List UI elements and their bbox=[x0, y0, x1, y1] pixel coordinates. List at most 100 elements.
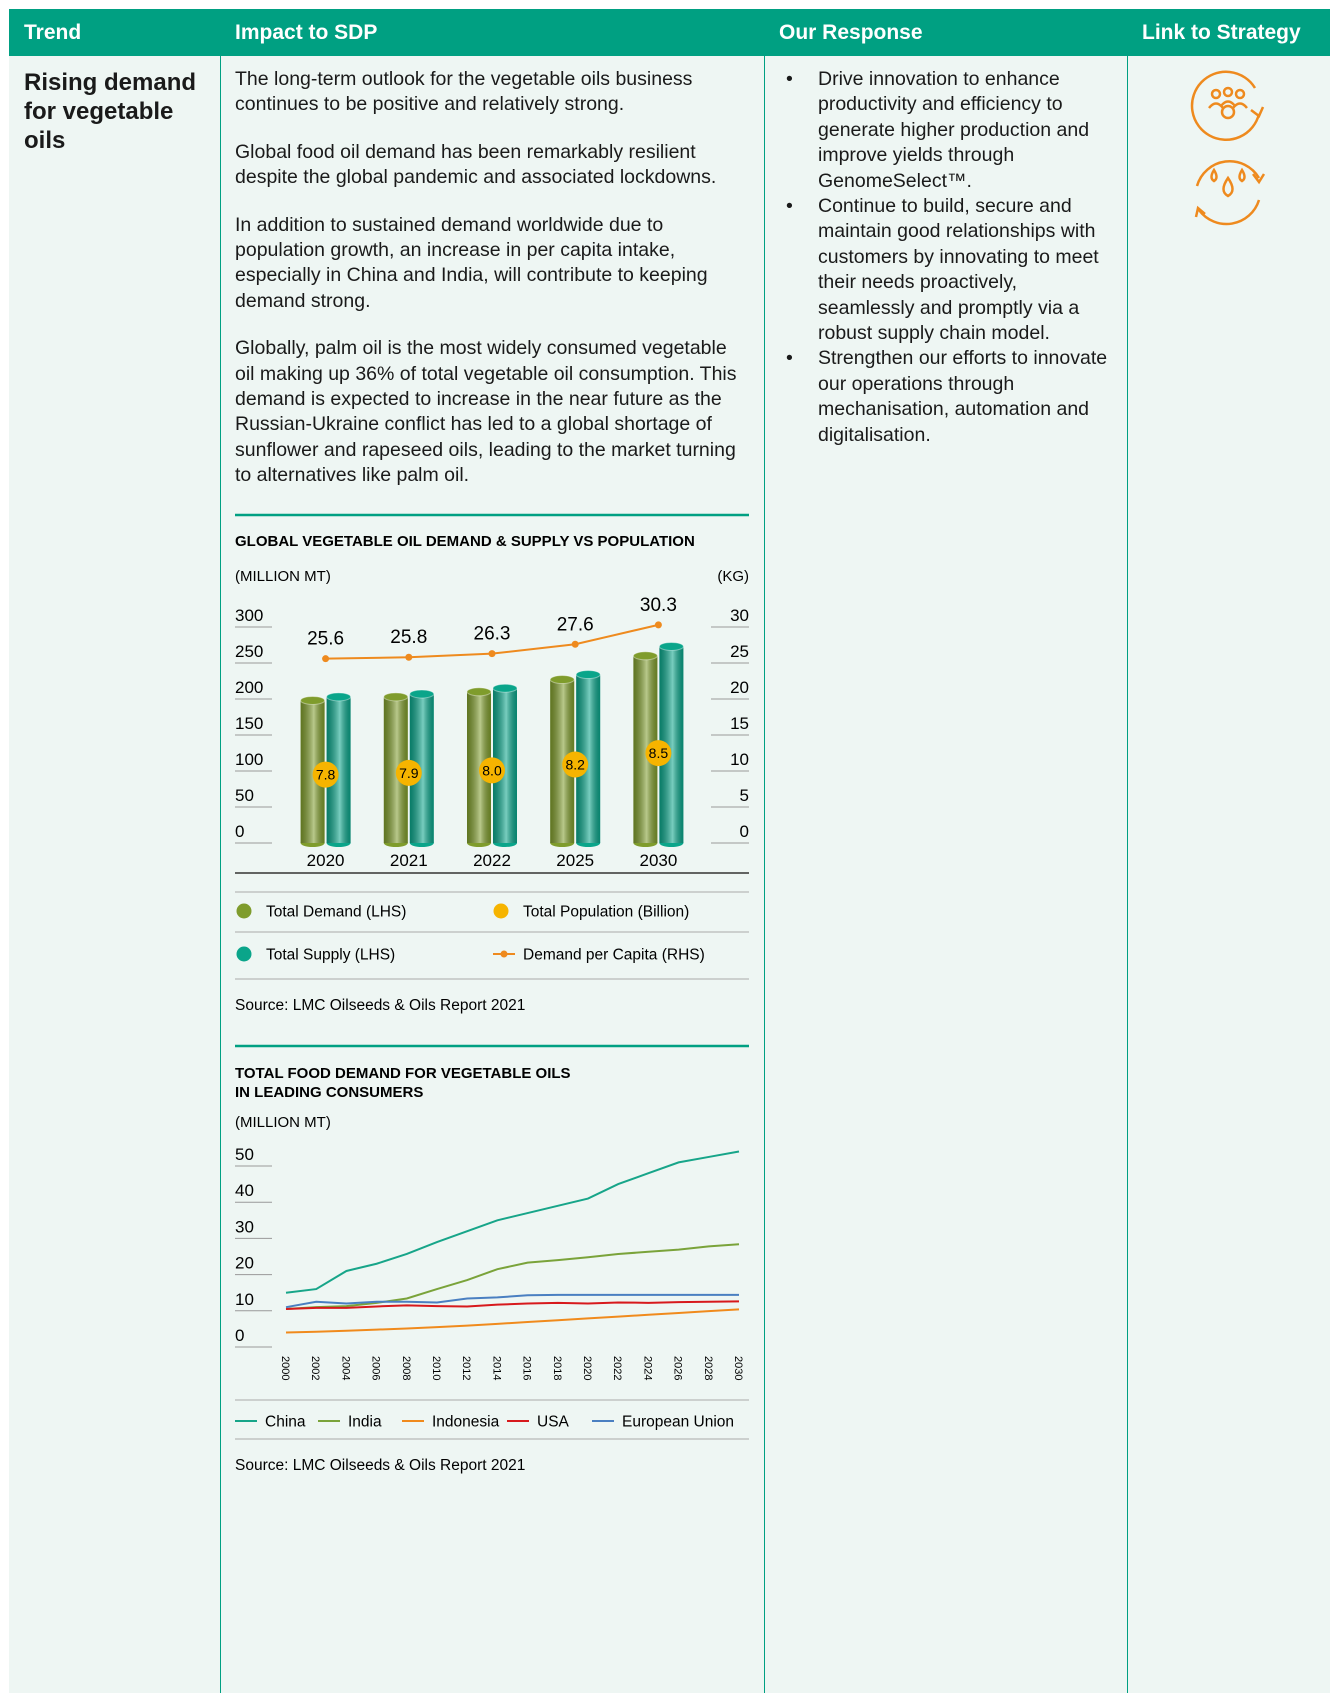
chart-title: TOTAL FOOD DEMAND FOR VEGETABLE OILS bbox=[235, 1065, 571, 1082]
bar-cap bbox=[632, 651, 658, 661]
bar-cap bbox=[492, 683, 518, 693]
x-tick-label: 2002 bbox=[309, 1356, 321, 1380]
line-point bbox=[571, 640, 579, 648]
bar-cap bbox=[466, 687, 492, 697]
legend-marker bbox=[236, 946, 252, 962]
paragraph: Globally, palm oil is the most widely co… bbox=[235, 337, 737, 487]
y-tick-label: 300 bbox=[235, 606, 263, 625]
x-tick-label: 2022 bbox=[611, 1356, 623, 1380]
x-tick-label: 2020 bbox=[581, 1356, 593, 1380]
bullet: Drive innovation to enhance productivity… bbox=[786, 67, 1118, 194]
data-label: 25.6 bbox=[307, 629, 344, 650]
icon-people bbox=[1190, 70, 1265, 141]
legend-marker bbox=[500, 950, 508, 958]
paragraph: In addition to sustained demand worldwid… bbox=[235, 213, 708, 312]
header-cell: Our Response bbox=[779, 21, 923, 44]
bubble-label: 8.0 bbox=[482, 762, 502, 778]
x-tick-label: 2006 bbox=[370, 1356, 382, 1380]
line bbox=[285, 1308, 740, 1334]
y2-tick-label: 10 bbox=[730, 750, 749, 769]
bullet: Strengthen our efforts to innovate our o… bbox=[786, 346, 1118, 448]
y-tick-label: 0 bbox=[235, 1326, 244, 1345]
header-cell: Link to Strategy bbox=[1142, 21, 1301, 44]
bubble-label: 8.5 bbox=[649, 745, 669, 761]
legend-label: Total Supply (LHS) bbox=[266, 947, 395, 964]
y-tick-label: 40 bbox=[235, 1181, 254, 1200]
line bbox=[285, 1293, 739, 1309]
header-cell: Impact to SDP bbox=[235, 21, 378, 44]
x-tick-label: 2028 bbox=[702, 1356, 714, 1380]
bar-cap bbox=[575, 670, 601, 680]
legend-label: Total Demand (LHS) bbox=[266, 904, 406, 921]
y-tick-label: 200 bbox=[235, 678, 263, 697]
x-tick-label: 2014 bbox=[490, 1356, 502, 1380]
strategy-icons bbox=[1190, 70, 1266, 226]
line-point bbox=[322, 655, 330, 663]
bar-cap bbox=[326, 692, 352, 702]
bubble bbox=[562, 751, 589, 778]
x-tick-label: 2030 bbox=[732, 1356, 744, 1380]
axis-label: (KG) bbox=[717, 568, 749, 585]
y2-tick-label: 5 bbox=[740, 786, 749, 805]
x-tick-label: 2008 bbox=[400, 1356, 412, 1380]
legend-marker bbox=[236, 903, 252, 919]
bubble-label: 8.2 bbox=[565, 757, 585, 773]
x-tick-label: 2016 bbox=[521, 1356, 533, 1380]
table-header bbox=[9, 9, 1330, 56]
legend-label: Indonesia bbox=[432, 1414, 500, 1431]
response-list: Drive innovation to enhance productivity… bbox=[786, 67, 1118, 448]
data-label: 25.8 bbox=[390, 627, 427, 648]
x-tick-label: 2000 bbox=[279, 1356, 291, 1380]
icon-drops bbox=[1194, 160, 1266, 226]
paragraph: Global food oil demand has been remarkab… bbox=[235, 140, 717, 189]
line-point bbox=[488, 650, 496, 658]
line bbox=[285, 1300, 740, 1310]
paragraph: The long-term outlook for the vegetable … bbox=[235, 68, 693, 116]
y-tick-label: 0 bbox=[235, 822, 244, 841]
data-label: 30.3 bbox=[640, 595, 677, 616]
y-tick-label: 100 bbox=[235, 750, 263, 769]
bar-cap bbox=[549, 675, 575, 685]
line-point bbox=[405, 653, 413, 661]
trend-title: Rising demand for vegetable oils bbox=[24, 69, 197, 154]
legend-label: European Union bbox=[622, 1414, 734, 1431]
legend-label: Demand per Capita (RHS) bbox=[523, 947, 705, 964]
y2-tick-label: 20 bbox=[730, 678, 749, 697]
chart-title: IN LEADING CONSUMERS bbox=[235, 1084, 423, 1101]
legend-label: China bbox=[265, 1414, 306, 1431]
y-tick-label: 30 bbox=[235, 1217, 254, 1236]
line bbox=[285, 1150, 740, 1294]
legend-label: India bbox=[348, 1414, 382, 1431]
chart-title: GLOBAL VEGETABLE OIL DEMAND & SUPPLY VS … bbox=[235, 533, 695, 550]
bar-cap bbox=[300, 695, 326, 705]
x-tick-label: 2010 bbox=[430, 1356, 442, 1380]
x-tick-label: 2026 bbox=[672, 1356, 684, 1380]
y-tick-label: 50 bbox=[235, 1145, 254, 1164]
legend-label: Total Population (Billion) bbox=[523, 904, 689, 921]
source: Source: LMC Oilseeds & Oils Report 2021 bbox=[235, 1457, 525, 1474]
source: Source: LMC Oilseeds & Oils Report 2021 bbox=[235, 997, 525, 1014]
x-tick-label: 2012 bbox=[460, 1356, 472, 1380]
x-tick-label: 2022 bbox=[473, 851, 511, 870]
bar-cap bbox=[409, 689, 435, 699]
axis-label: (MILLION MT) bbox=[235, 568, 331, 585]
line bbox=[285, 1243, 740, 1310]
y2-tick-label: 0 bbox=[740, 822, 749, 841]
line-point bbox=[654, 621, 662, 629]
x-tick-label: 2024 bbox=[641, 1356, 653, 1380]
x-tick-label: 2021 bbox=[390, 851, 428, 870]
data-label: 26.3 bbox=[474, 624, 511, 645]
column-divider bbox=[764, 56, 765, 1693]
column-divider bbox=[1127, 56, 1128, 1693]
header-cell: Trend bbox=[24, 21, 82, 44]
bubble bbox=[479, 757, 505, 784]
bubble-label: 7.8 bbox=[316, 767, 336, 783]
data-label: 27.6 bbox=[557, 614, 594, 635]
y-tick-label: 50 bbox=[235, 786, 254, 805]
bullet: Continue to build, secure and maintain g… bbox=[786, 194, 1118, 346]
y-tick-label: 150 bbox=[235, 714, 263, 733]
legend-label: USA bbox=[537, 1414, 570, 1431]
y2-tick-label: 25 bbox=[730, 642, 749, 661]
y-tick-label: 250 bbox=[235, 642, 263, 661]
